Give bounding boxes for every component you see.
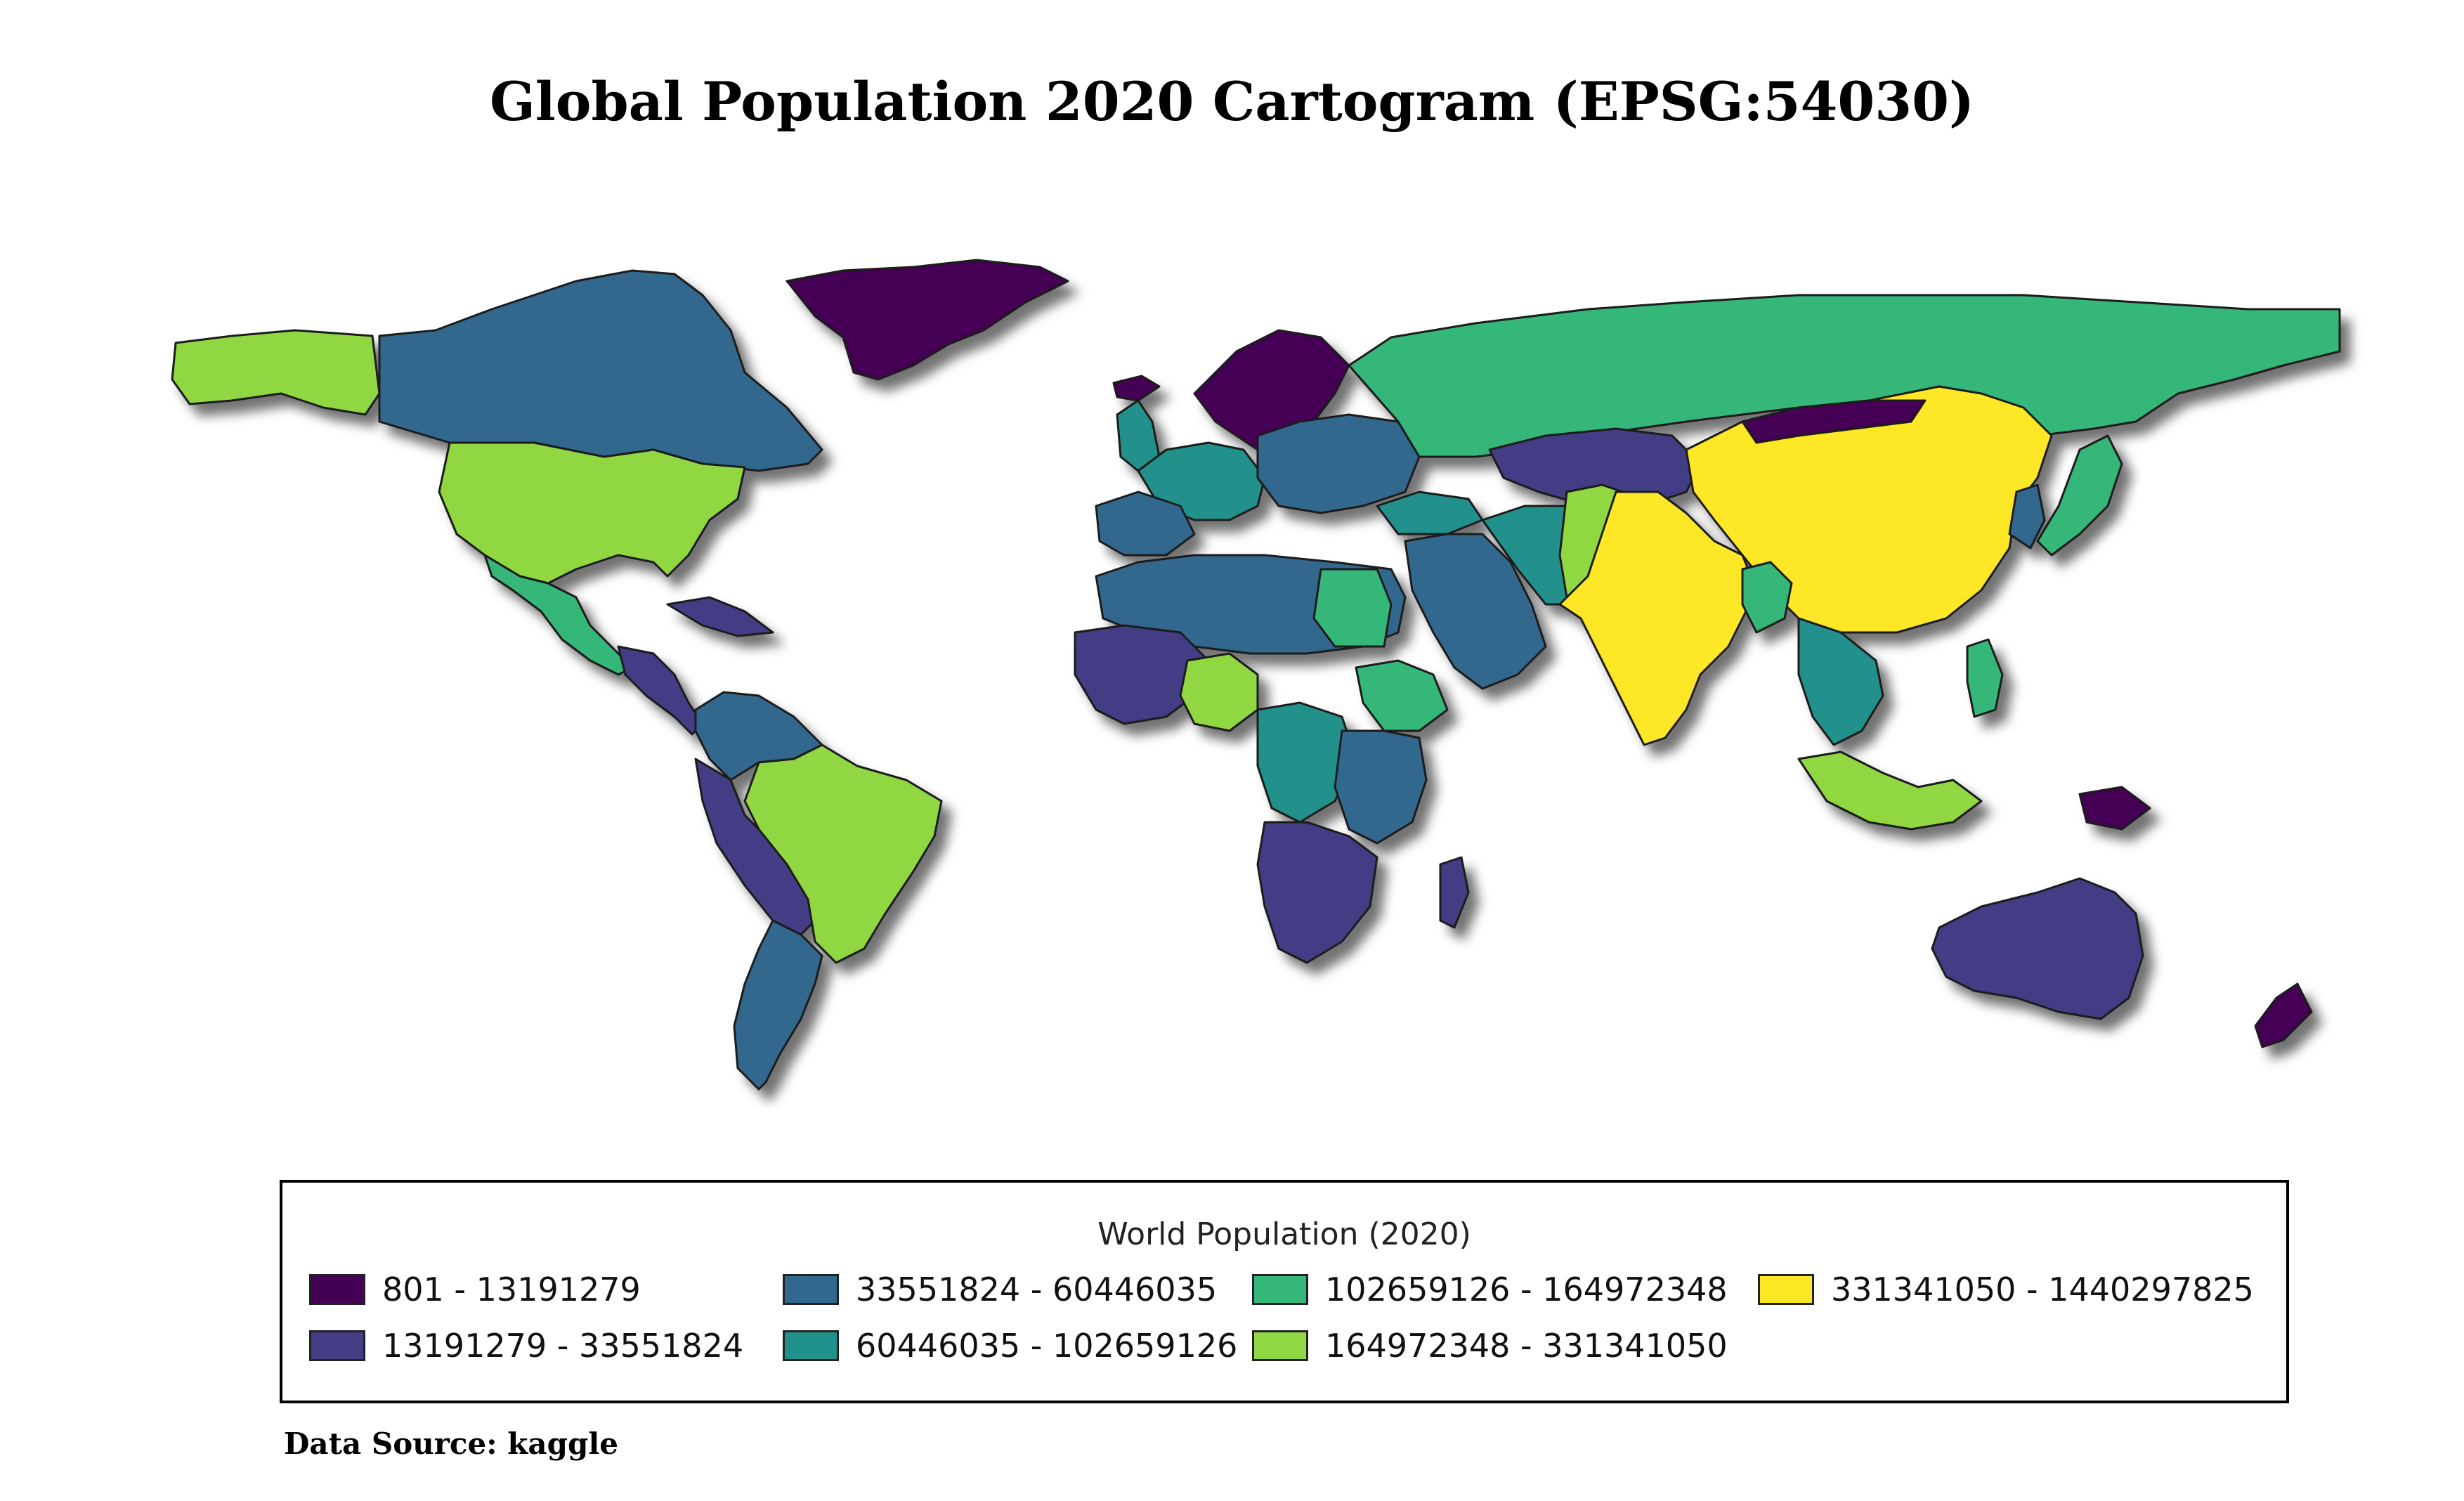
- legend-swatch: [309, 1330, 365, 1361]
- legend-swatch: [783, 1330, 839, 1361]
- legend-swatch: [1252, 1274, 1308, 1305]
- legend-item-1: 801 - 13191279: [309, 1271, 641, 1308]
- region-india: [1558, 490, 1758, 746]
- region-madagascar: [1439, 856, 1470, 929]
- legend-title: World Population (2020): [1097, 1216, 1471, 1252]
- legend-item-7: 331341050 - 1440297825: [1758, 1271, 2254, 1308]
- region-brazil: [743, 743, 943, 964]
- region-indonesia: [1797, 750, 1983, 831]
- legend-label: 33551824 - 60446035: [856, 1271, 1218, 1308]
- legend-swatch: [1758, 1274, 1814, 1305]
- legend-item-3: 33551824 - 60446035: [783, 1271, 1217, 1308]
- region-greenland: [786, 259, 1069, 381]
- legend-swatch: [783, 1274, 839, 1305]
- legend-item-6: 164972348 - 331341050: [1252, 1327, 1728, 1365]
- region-philippines: [1966, 638, 2004, 718]
- region-central-asia: [1488, 427, 1702, 507]
- region-egypt: [1312, 568, 1393, 648]
- region-central-america: [617, 645, 704, 736]
- region-japan: [2036, 434, 2123, 557]
- region-southeast-asia: [1797, 617, 1884, 746]
- region-west-africa: [1074, 624, 1210, 725]
- legend-label: 13191279 - 33551824: [382, 1327, 744, 1365]
- legend-label: 331341050 - 1440297825: [1831, 1271, 2254, 1308]
- region-nigeria: [1179, 652, 1259, 732]
- region-middle-east: [1404, 533, 1547, 690]
- legend-label: 801 - 13191279: [382, 1271, 641, 1308]
- map-legend: World Population (2020) 801 - 13191279 1…: [280, 1180, 2289, 1403]
- legend-swatch: [309, 1274, 365, 1305]
- region-mongolia: [1741, 399, 1927, 444]
- map-title: Global Population 2020 Cartogram (EPSG:5…: [490, 70, 1974, 133]
- region-iceland: [1112, 375, 1161, 402]
- region-eastern-europe: [1256, 413, 1421, 514]
- legend-item-4: 60446035 - 102659126: [783, 1327, 1238, 1365]
- region-canada: [378, 269, 823, 472]
- legend-item-2: 13191279 - 33551824: [309, 1327, 744, 1365]
- legend-swatch: [1252, 1330, 1308, 1361]
- region-korea: [2008, 483, 2046, 550]
- region-iberia: [1095, 490, 1196, 557]
- region-east-africa: [1334, 729, 1428, 845]
- region-new-zealand: [2254, 982, 2313, 1048]
- legend-item-5: 102659126 - 164972348: [1252, 1271, 1728, 1308]
- region-bangladesh: [1741, 561, 1793, 634]
- region-australia: [1931, 877, 2144, 1020]
- region-usa: [438, 441, 746, 585]
- legend-label: 164972348 - 331341050: [1325, 1327, 1728, 1365]
- region-turkey: [1376, 490, 1484, 535]
- region-ethiopia: [1355, 659, 1449, 732]
- region-alaska: [171, 329, 381, 416]
- region-central-africa: [1256, 701, 1357, 824]
- region-png: [2078, 786, 2151, 831]
- region-argentina-chile: [733, 919, 823, 1091]
- region-southern-africa: [1256, 821, 1378, 964]
- legend-label: 102659126 - 164972348: [1325, 1271, 1728, 1308]
- region-caribbean: [666, 596, 774, 637]
- legend-label: 60446035 - 102659126: [856, 1327, 1238, 1365]
- data-source: Data Source: kaggle: [284, 1427, 619, 1461]
